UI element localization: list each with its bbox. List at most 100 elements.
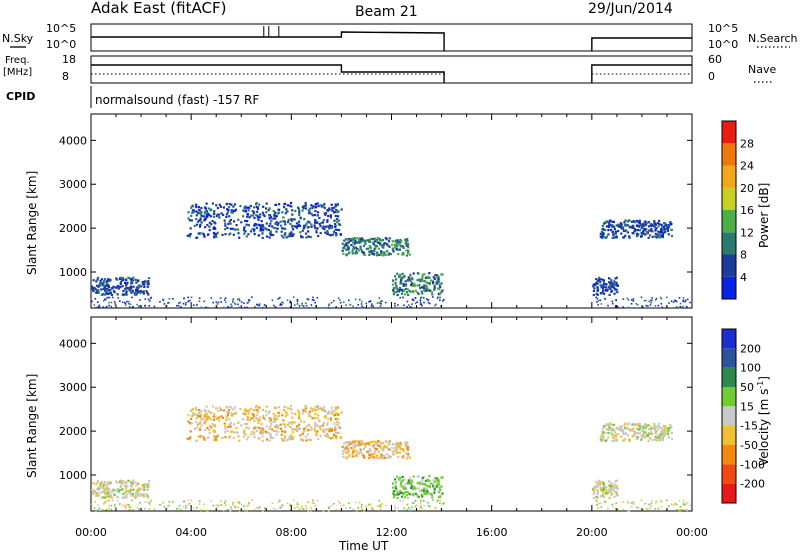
power-echo <box>196 236 199 239</box>
power-echo <box>599 280 602 283</box>
velocity-echo <box>367 443 370 446</box>
velocity-echo <box>381 442 385 445</box>
power-echo <box>311 206 314 210</box>
power-echo <box>433 284 436 287</box>
velocity-echo <box>345 441 348 444</box>
velocity-echo <box>626 427 629 430</box>
power-echo <box>367 240 370 243</box>
power-echo <box>377 241 380 244</box>
power-echo <box>265 207 268 210</box>
power-echo <box>121 285 124 288</box>
power-echo <box>400 245 403 248</box>
velocity-echo <box>199 426 202 429</box>
power-echo <box>327 207 331 210</box>
power-echo <box>421 273 424 276</box>
velocity-echo <box>227 409 231 412</box>
power-echo <box>111 296 114 299</box>
power-echo <box>349 303 352 306</box>
power-echo <box>395 243 398 246</box>
power-echo <box>266 235 269 238</box>
power-echo <box>379 305 382 307</box>
velocity-echo <box>334 408 337 411</box>
velocity-echo <box>247 427 250 430</box>
velocity-echo <box>610 485 613 488</box>
velocity-echo <box>322 422 325 425</box>
velocity-echo <box>643 424 646 427</box>
power-echo <box>284 227 287 230</box>
velocity-echo <box>439 488 442 492</box>
velocity-echo <box>619 427 622 430</box>
power-echo <box>243 206 246 209</box>
power-echo <box>331 233 335 236</box>
velocity-echo <box>354 442 357 445</box>
velocity-echo <box>280 433 283 436</box>
power-echo <box>631 225 634 228</box>
power-echo <box>290 231 293 234</box>
power-echo <box>253 233 256 236</box>
velocity-echo <box>360 451 363 455</box>
velocity-colorbar-label: Velocity [m s-1] <box>756 376 771 466</box>
power-echo <box>131 282 134 285</box>
power-echo <box>258 304 260 307</box>
power-echo <box>208 225 211 228</box>
power-echo <box>219 297 222 299</box>
velocity-echo <box>223 422 226 425</box>
velocity-echo <box>402 487 405 490</box>
power-echo <box>320 222 323 225</box>
velocity-echo <box>121 481 124 484</box>
power-echo <box>646 230 649 234</box>
power-echo <box>660 298 663 300</box>
power-echo <box>429 302 431 305</box>
power-echo <box>200 221 203 224</box>
velocity-echo <box>236 431 240 434</box>
power-echo <box>185 302 187 304</box>
power-echo <box>613 283 616 286</box>
power-echo <box>224 301 227 304</box>
power-echo <box>359 240 363 243</box>
power-echo <box>402 283 406 286</box>
velocity-echo <box>664 427 667 430</box>
power-echo <box>277 222 280 225</box>
power-echo <box>233 302 236 305</box>
power-echo <box>388 245 391 248</box>
power-echo <box>130 291 133 294</box>
velocity-echo <box>426 501 428 503</box>
power-echo <box>633 228 637 231</box>
power-echo <box>359 298 361 301</box>
velocity-echo <box>262 408 265 411</box>
power-echo <box>135 290 138 293</box>
power-echo <box>687 298 689 301</box>
velocity-echo <box>222 416 225 419</box>
velocity-echo <box>642 433 645 436</box>
velocity-echo <box>135 489 138 492</box>
velocity-echo <box>640 429 643 433</box>
power-echo <box>352 305 354 308</box>
power-echo <box>659 231 662 234</box>
velocity-echo <box>198 411 201 415</box>
power-echo <box>339 223 342 226</box>
velocity-echo <box>434 507 436 510</box>
velocity-echo <box>135 491 138 494</box>
power-echo <box>304 224 307 227</box>
velocity-echo <box>327 507 330 510</box>
power-echo <box>613 228 616 231</box>
power-echo <box>421 278 424 281</box>
velocity-echo <box>286 502 289 504</box>
power-echo <box>657 235 660 238</box>
power-echo <box>198 300 201 302</box>
power-echo <box>230 303 232 306</box>
power-echo <box>343 245 346 248</box>
velocity-colorbar-tick: -100 <box>740 458 765 471</box>
velocity-echo <box>203 503 205 506</box>
power-echo <box>101 282 104 285</box>
power-echo <box>92 290 95 293</box>
power-echo <box>597 303 599 306</box>
velocity-echo <box>108 504 110 507</box>
velocity-echo <box>421 481 424 484</box>
velocity-echo <box>104 492 107 495</box>
velocity-echo <box>650 504 652 507</box>
velocity-echo <box>230 406 233 409</box>
power-echo <box>674 300 677 302</box>
power-echo <box>309 236 312 239</box>
power-echo <box>279 304 281 306</box>
